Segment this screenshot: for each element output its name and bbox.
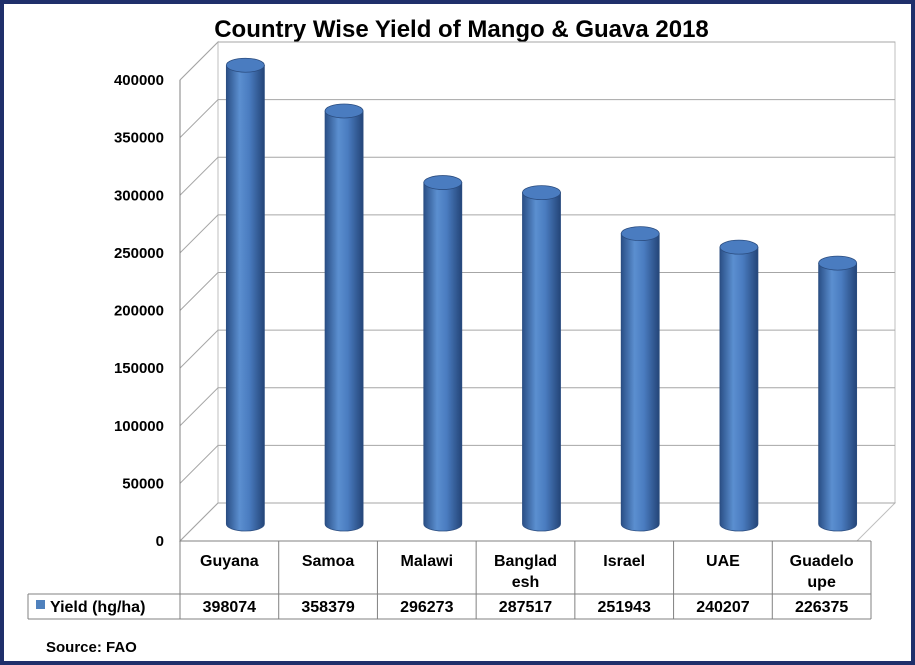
bar bbox=[225, 57, 265, 532]
bar-body bbox=[620, 233, 660, 532]
chart-title: Country Wise Yield of Mango & Guava 2018 bbox=[214, 16, 709, 43]
x-tick-label: Guadelo upe bbox=[790, 553, 854, 591]
x-tick-label: Malawi bbox=[401, 553, 453, 570]
data-label: 226375 bbox=[795, 599, 848, 616]
bar bbox=[719, 239, 759, 532]
bar-body bbox=[324, 110, 364, 532]
bar-top bbox=[423, 175, 463, 190]
legend-swatch bbox=[36, 600, 45, 609]
bar-top bbox=[719, 239, 759, 255]
data-label: 240207 bbox=[696, 599, 749, 616]
bar-top bbox=[225, 57, 265, 73]
gridline bbox=[179, 41, 895, 81]
data-label: 398074 bbox=[203, 599, 256, 616]
x-tick-label: UAE bbox=[706, 553, 740, 570]
data-label: 287517 bbox=[499, 599, 552, 616]
gridline bbox=[179, 214, 895, 254]
y-tick-label: 350000 bbox=[114, 130, 164, 147]
x-tick-label: Israel bbox=[603, 553, 645, 570]
gridline bbox=[179, 444, 895, 484]
gridline bbox=[179, 272, 895, 311]
source-note: Source: FAO bbox=[46, 639, 137, 656]
y-tick-label: 0 bbox=[156, 533, 164, 550]
y-tick-label: 200000 bbox=[114, 303, 164, 320]
y-tick-label: 100000 bbox=[114, 418, 164, 435]
bar bbox=[522, 185, 561, 532]
bar-body bbox=[818, 262, 858, 532]
bar-body bbox=[522, 192, 561, 532]
x-tick-label: Banglad esh bbox=[494, 553, 557, 591]
x-tick-label: Samoa bbox=[302, 553, 355, 570]
legend-label: Yield (hg/ha) bbox=[50, 599, 145, 616]
bar-body bbox=[423, 182, 463, 532]
gridline bbox=[179, 329, 895, 369]
y-tick-label: 300000 bbox=[114, 187, 164, 204]
data-label: 358379 bbox=[301, 599, 354, 616]
gridline bbox=[179, 99, 895, 138]
bar bbox=[324, 103, 364, 532]
y-tick-label: 150000 bbox=[114, 360, 164, 377]
bar bbox=[818, 255, 858, 532]
y-tick-label: 50000 bbox=[122, 475, 164, 492]
bar-top bbox=[324, 103, 364, 119]
bar bbox=[423, 175, 463, 532]
bar-top bbox=[620, 226, 660, 242]
y-tick-label: 400000 bbox=[114, 72, 164, 89]
x-tick-label: Guyana bbox=[200, 553, 259, 570]
bar-body bbox=[225, 64, 265, 532]
gridline bbox=[179, 502, 895, 542]
bar-top bbox=[522, 185, 561, 201]
gridline bbox=[179, 387, 895, 427]
data-label: 251943 bbox=[598, 599, 651, 616]
bar bbox=[620, 226, 660, 532]
gridline bbox=[179, 156, 895, 196]
data-label: 296273 bbox=[400, 599, 453, 616]
bar-top bbox=[818, 255, 858, 271]
bar-body bbox=[719, 246, 759, 532]
y-tick-label: 250000 bbox=[114, 245, 164, 262]
